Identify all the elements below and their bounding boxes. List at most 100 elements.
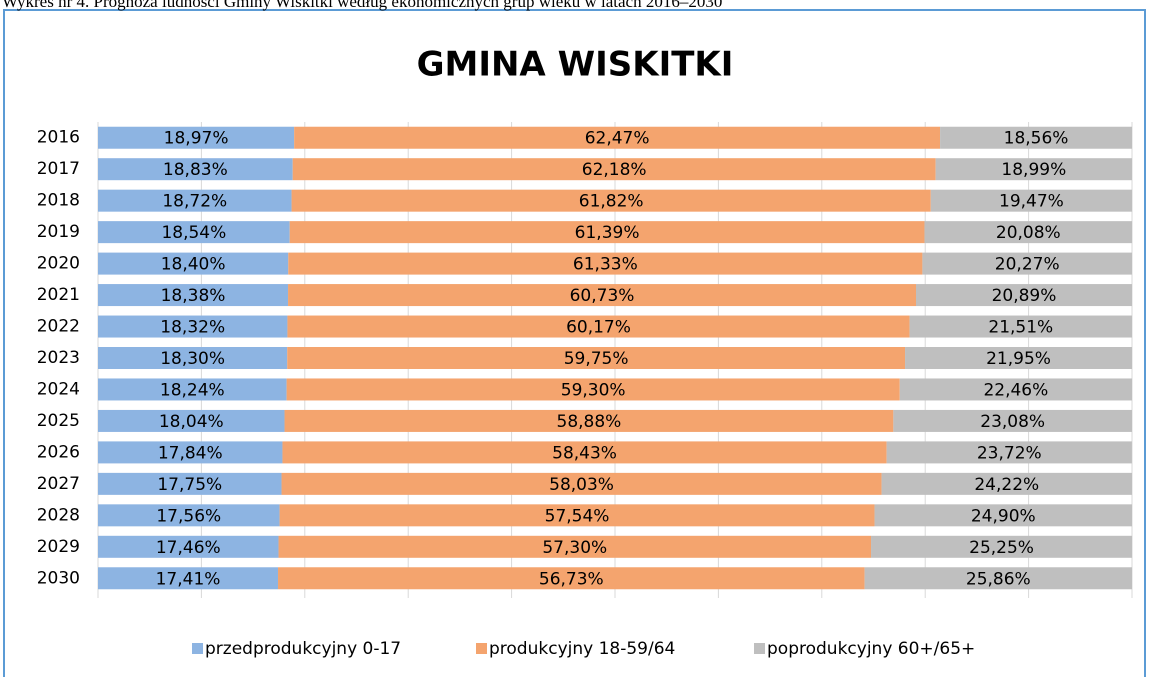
y-tick-label: 2029	[37, 537, 80, 557]
bar-segment	[98, 189, 292, 212]
data-label: 17,46%	[156, 538, 221, 558]
y-tick-label: 2018	[37, 191, 80, 211]
data-label: 24,22%	[974, 475, 1039, 495]
bar-segment	[288, 252, 923, 275]
legend-swatch	[754, 643, 765, 654]
data-label: 18,54%	[161, 223, 226, 243]
bar-segment	[98, 158, 293, 181]
bar-segment	[98, 504, 280, 527]
bar-segment	[98, 378, 287, 401]
bar-segment	[98, 409, 285, 432]
bar-segment	[930, 189, 1133, 212]
data-label: 59,75%	[564, 349, 629, 369]
data-label: 25,86%	[966, 569, 1031, 589]
bar-segment	[871, 535, 1133, 558]
bar-segment	[279, 504, 875, 527]
data-label: 18,04%	[159, 412, 224, 432]
y-tick-label: 2030	[37, 568, 80, 588]
data-label: 18,40%	[161, 255, 226, 275]
legend-swatch	[476, 643, 487, 654]
data-label: 18,32%	[160, 318, 225, 338]
data-label: 62,18%	[582, 160, 647, 180]
bar-segment	[922, 252, 1132, 275]
bar-segment	[287, 315, 910, 338]
bar-segment	[98, 441, 283, 464]
bar-segment	[935, 158, 1132, 181]
y-tick-label: 2028	[37, 505, 80, 525]
y-tick-label: 2020	[37, 254, 80, 274]
y-tick-label: 2027	[37, 474, 80, 494]
caption: Wykres nr 4. Prognoza ludności Gminy Wis…	[2, 0, 722, 11]
data-label: 18,72%	[162, 192, 227, 212]
data-label: 25,25%	[969, 538, 1034, 558]
bar-segment	[881, 472, 1132, 495]
bar-segment	[294, 126, 941, 149]
data-label: 57,54%	[545, 506, 610, 526]
y-tick-label: 2022	[37, 317, 80, 337]
bar-segment	[288, 284, 916, 307]
bar-segment	[874, 504, 1132, 527]
data-label: 23,72%	[977, 443, 1042, 463]
bar-segment	[291, 189, 931, 212]
legend-label: produkcyjny 18-59/64	[489, 639, 675, 659]
data-label: 19,47%	[999, 192, 1064, 212]
legend-swatch	[192, 643, 203, 654]
bar-segment	[940, 126, 1132, 149]
bar-segment	[281, 472, 882, 495]
legend-label: poprodukcyjny 60+/65+	[767, 639, 975, 659]
chart-title: GMINA WISKITKI	[417, 45, 734, 85]
data-label: 18,30%	[160, 349, 225, 369]
bar-segment	[289, 221, 925, 244]
y-tick-label: 2016	[37, 128, 80, 148]
bar-segment	[924, 221, 1133, 244]
bar-segment	[98, 472, 282, 495]
data-label: 17,75%	[157, 475, 222, 495]
y-tick-label: 2021	[37, 285, 80, 305]
legend-label: przedprodukcyjny 0-17	[205, 639, 401, 659]
bar-segment	[98, 284, 289, 307]
bar-segment	[98, 126, 295, 149]
bar-segment	[284, 409, 894, 432]
data-label: 61,82%	[579, 192, 644, 212]
y-tick-label: 2025	[37, 411, 80, 431]
data-label: 17,41%	[156, 569, 221, 589]
bar-segment	[98, 535, 279, 558]
data-label: 57,30%	[542, 538, 607, 558]
y-tick-label: 2023	[37, 348, 80, 368]
data-label: 58,88%	[557, 412, 622, 432]
data-label: 56,73%	[539, 569, 604, 589]
data-label: 17,56%	[156, 506, 221, 526]
data-label: 18,83%	[163, 160, 228, 180]
data-label: 59,30%	[561, 380, 626, 400]
bar-segment	[292, 158, 936, 181]
data-label: 23,08%	[980, 412, 1045, 432]
data-label: 18,56%	[1004, 129, 1069, 149]
bar-segment	[899, 378, 1132, 401]
data-label: 20,08%	[996, 223, 1061, 243]
data-label: 58,03%	[549, 475, 614, 495]
data-label: 60,17%	[566, 318, 631, 338]
y-tick-label: 2024	[37, 379, 80, 399]
bar-segment	[287, 347, 906, 369]
data-label: 18,99%	[1001, 160, 1066, 180]
bar-segment	[278, 567, 865, 590]
data-label: 62,47%	[585, 129, 650, 149]
data-label: 18,24%	[160, 380, 225, 400]
y-tick-label: 2017	[37, 159, 80, 179]
data-label: 24,90%	[971, 506, 1036, 526]
data-label: 21,95%	[986, 349, 1051, 369]
bar-segment	[98, 567, 279, 590]
data-label: 60,73%	[570, 286, 635, 306]
data-label: 61,33%	[573, 255, 638, 275]
bar-segment	[278, 535, 872, 558]
data-label: 18,97%	[164, 129, 229, 149]
data-label: 20,89%	[992, 286, 1057, 306]
bar-segment	[909, 315, 1132, 338]
bar-segment	[98, 221, 290, 244]
bar-segment	[98, 315, 288, 338]
bar-segment	[864, 567, 1132, 590]
data-label: 61,39%	[575, 223, 640, 243]
y-tick-label: 2026	[37, 442, 80, 462]
bar-segment	[915, 284, 1132, 307]
